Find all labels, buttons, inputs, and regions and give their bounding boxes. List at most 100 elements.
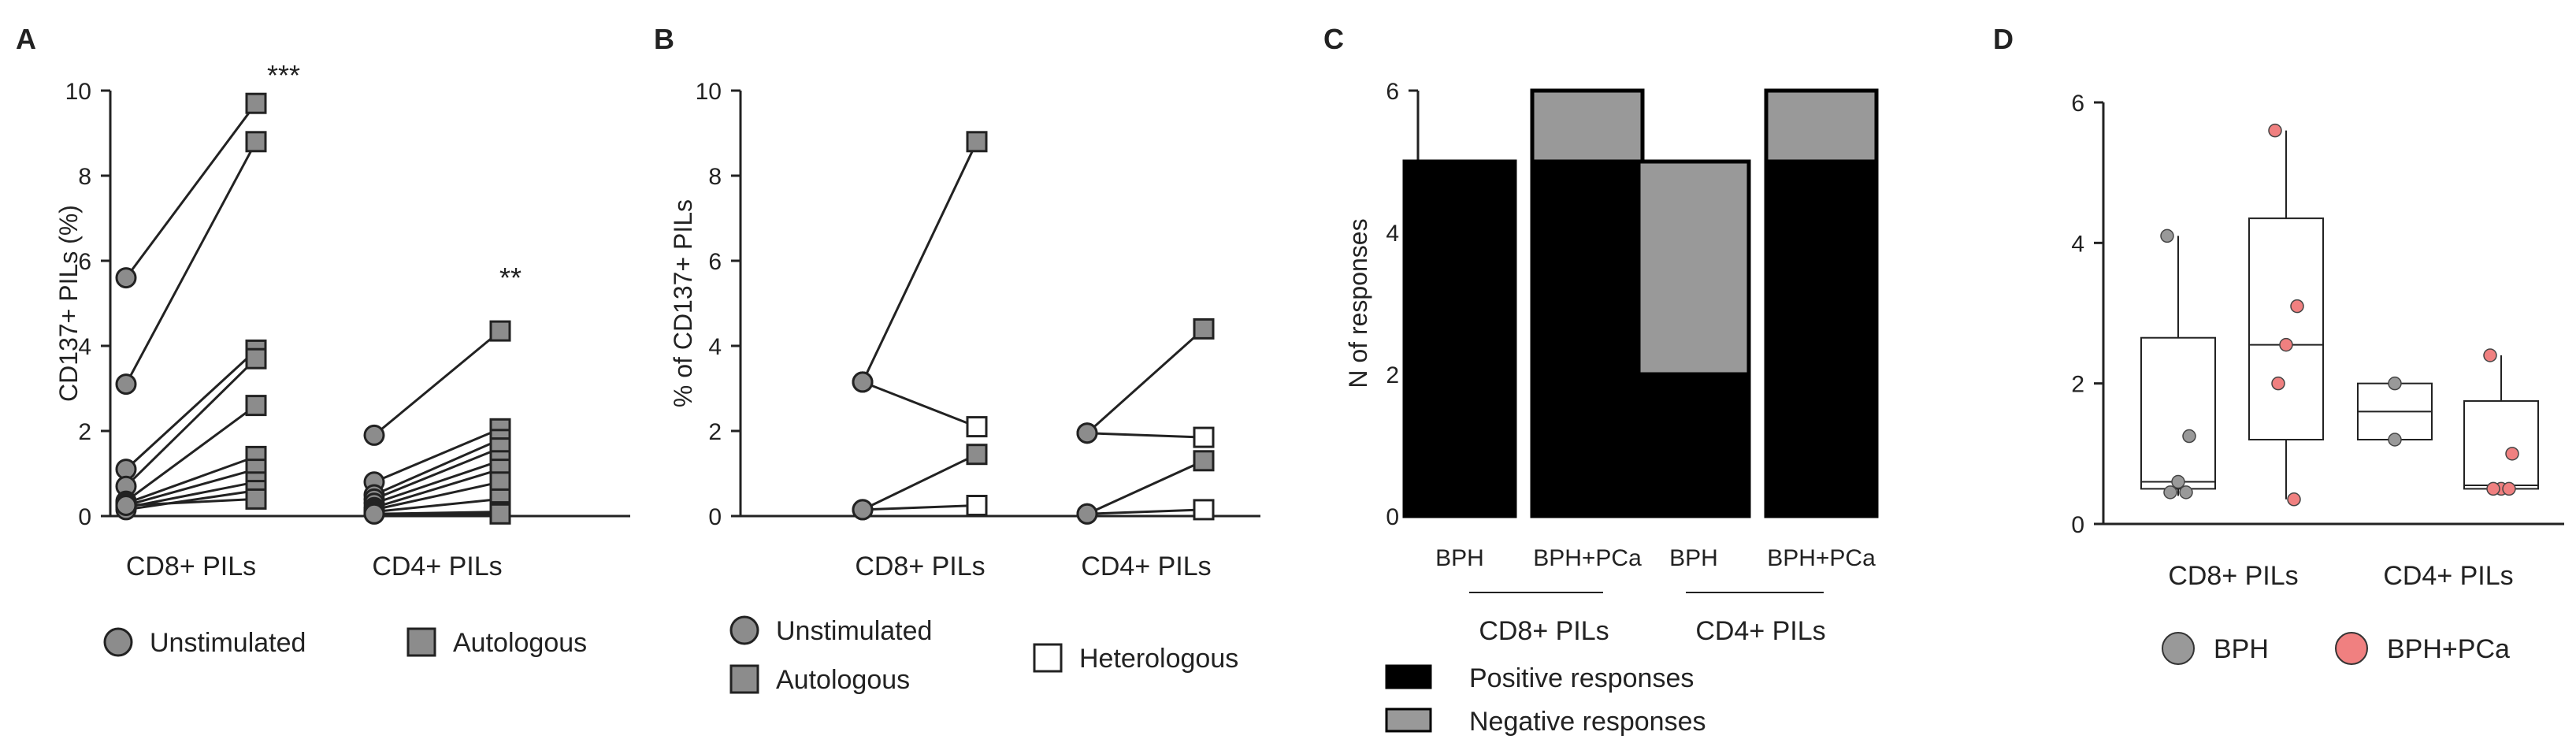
- panel-a-pair-line: [124, 141, 258, 385]
- panel-a-legend-autologous-icon: [406, 627, 436, 657]
- panel-c-positive-bar: [1402, 159, 1517, 518]
- panel-b-autologous-point: [1193, 450, 1215, 472]
- panel-a-y-tick-label: 8: [78, 164, 91, 190]
- panel-a-autologous-point: [489, 320, 511, 342]
- panel-d-bph-pca-point: [2486, 481, 2500, 496]
- panel-letter-c: C: [1323, 23, 1344, 55]
- panel-c-y-tick-label: 4: [1386, 221, 1399, 247]
- panel-a-pair-line: [373, 329, 501, 436]
- panel-c-legend-positive-icon: [1385, 664, 1432, 689]
- panel-d-bph-pca-point: [2287, 492, 2301, 507]
- panel-d-chart: 0 2 4 6 CD8+ PILs CD4+ PILs BPH BPH+PCa: [2071, 91, 2564, 665]
- panel-b-legend-heterologous-icon: [1033, 643, 1063, 673]
- panel-d-bph-point: [2388, 376, 2402, 391]
- panel-a-legend-unstimulated-icon: [103, 627, 133, 657]
- panel-a-autologous-point: [245, 395, 267, 417]
- panel-d-bph-point: [2388, 433, 2402, 447]
- panel-a-pair-line: [124, 102, 258, 279]
- panel-a-unstimulated-point: [115, 373, 137, 396]
- panel-c-group-label: CD4+ PILs: [1695, 616, 1825, 646]
- panel-d-y-tick-label: 2: [2071, 372, 2084, 398]
- panel-a-pair-line: [373, 438, 501, 496]
- panel-a-y-tick-label: 4: [78, 334, 91, 360]
- panel-c-y-axis-label: N of responses: [1344, 218, 1372, 388]
- panel-b-unstimulated-point: [852, 499, 874, 521]
- panel-d-legend-bph-pca-icon: [2335, 632, 2368, 665]
- panel-a-pair-line: [373, 447, 501, 500]
- panel-c-legend-negative-label: Negative responses: [1469, 707, 1706, 737]
- panel-letter-d: D: [1993, 23, 2014, 55]
- panel-b-autologous-point: [966, 131, 988, 153]
- panel-d-bph-point: [2171, 474, 2185, 489]
- panel-b-legend-autologous-label: Autologous: [776, 665, 910, 695]
- panel-b-heterologous-point: [1193, 426, 1215, 448]
- panel-b-y-axis-label: % of CD137+ PILs: [669, 199, 697, 407]
- panel-b-heterologous-point: [966, 416, 988, 438]
- panel-b-x-tick-label: CD4+ PILs: [1081, 552, 1211, 581]
- panel-d-x-tick-label: CD4+ PILs: [2383, 561, 2513, 591]
- panel-a-legend-autologous-label: Autologous: [453, 628, 587, 658]
- panel-b-legend-unstimulated-label: Unstimulated: [776, 616, 932, 646]
- panel-b-heterologous-point: [966, 495, 988, 516]
- panel-d-y-tick-label: 6: [2071, 91, 2084, 117]
- panel-d-bph-pca-point: [2290, 299, 2304, 314]
- panel-a-pair-line: [125, 404, 257, 503]
- panel-b-legend-unstimulated-icon: [729, 615, 759, 645]
- panel-d-bph-pca-point: [2483, 348, 2497, 362]
- panel-b-x-tick-label: CD8+ PILs: [855, 552, 985, 581]
- panel-c-positive-bar: [1636, 372, 1751, 518]
- panel-a-autologous-point: [245, 131, 267, 153]
- panel-b-pair-line: [1086, 508, 1204, 515]
- panel-b-unstimulated-point: [852, 371, 874, 393]
- panel-c-group-label: CD8+ PILs: [1479, 616, 1609, 646]
- panel-a-x-tick-label: CD4+ PILs: [372, 552, 502, 581]
- panel-a-pair-line: [125, 455, 257, 505]
- panel-a-pair-line: [373, 481, 501, 511]
- panel-b-pair-line: [1086, 432, 1204, 439]
- panel-a-autologous-point: [245, 92, 267, 114]
- panel-a-chart: 0 2 4 6 8 10 CD137+ PILs (%) CD8+ PILs CD4+ PILs…: [54, 59, 630, 658]
- panel-c-negative-bar: [1636, 159, 1751, 377]
- panel-a-significance: ***: [267, 59, 300, 91]
- panel-a-legend-unstimulated-label: Unstimulated: [150, 628, 306, 658]
- panel-a-unstimulated-point: [115, 267, 137, 289]
- panel-b-y-tick-label: 2: [708, 419, 722, 445]
- panel-a-pair-line: [125, 468, 257, 507]
- panel-a-significance: **: [499, 262, 522, 294]
- panel-c-legend-positive-label: Positive responses: [1469, 663, 1694, 693]
- panel-c-y-tick-label: 0: [1386, 504, 1399, 530]
- panel-d-box: [2248, 217, 2324, 440]
- panel-d-y-tick-label: 0: [2071, 512, 2084, 538]
- panel-a-y-axis-label: CD137+ PILs (%): [54, 205, 83, 402]
- panel-d-x-tick-label: CD8+ PILs: [2168, 561, 2298, 591]
- panel-d-bph-pca-point: [2268, 123, 2282, 138]
- panel-letter-b: B: [654, 23, 674, 55]
- panel-b-pair-line: [861, 141, 978, 383]
- panel-a-pair-line: [124, 349, 258, 470]
- panel-a-pair-line: [373, 427, 501, 484]
- panel-c-negative-bar: [1764, 88, 1879, 164]
- panel-c-x-tick-label: BPH: [1435, 545, 1484, 571]
- panel-b-y-tick-label: 6: [708, 249, 722, 275]
- panel-d-bph-pca-point: [2502, 481, 2516, 496]
- panel-c-x-tick-label: BPH+PCa: [1767, 545, 1876, 571]
- panel-c-chart: 0 2 4 6 N of responses BPH BPH+PCa BPH BPH+PCa CD…: [1344, 79, 1879, 737]
- panel-d-legend-bph-pca-label: BPH+PCa: [2387, 634, 2510, 664]
- panel-c-y-tick-label: 6: [1386, 79, 1399, 105]
- panel-a-autologous-point: [489, 503, 511, 525]
- panel-c-negative-bar: [1530, 88, 1645, 164]
- panel-a-unstimulated-point: [115, 495, 137, 516]
- panel-b-y-tick-label: 10: [696, 79, 722, 105]
- panel-d-bph-point: [2182, 429, 2196, 444]
- panel-b-heterologous-point: [1193, 499, 1215, 521]
- panel-b-y-tick-label: 8: [708, 164, 722, 190]
- panel-d-bph-pca-point: [2271, 376, 2285, 391]
- panel-c-positive-bar: [1764, 159, 1879, 518]
- panel-b-pair-line: [862, 381, 978, 428]
- panel-a-y-tick-label: 6: [78, 249, 91, 275]
- panel-a-pair-line: [125, 489, 257, 511]
- panel-a-pair-line: [373, 497, 501, 514]
- panel-a-autologous-point: [245, 488, 267, 510]
- panel-b-autologous-point: [966, 444, 988, 466]
